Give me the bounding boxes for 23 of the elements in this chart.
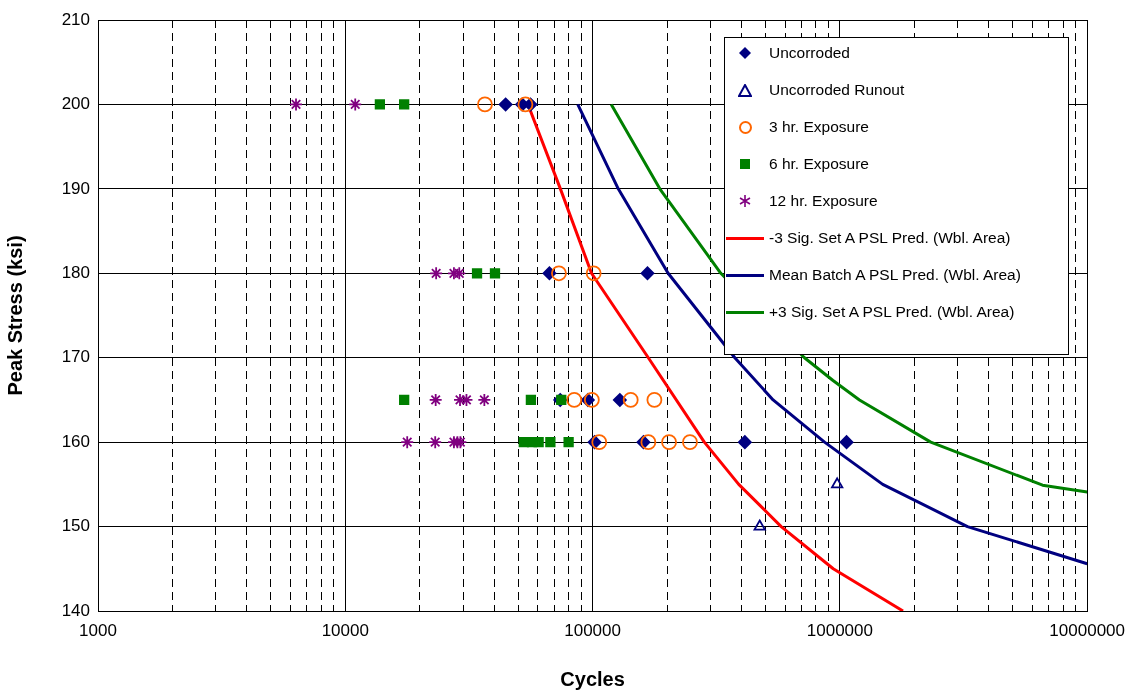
legend-label: 12 hr. Exposure: [768, 192, 878, 210]
legend-label: Mean Batch A PSL Pred. (Wbl. Area): [768, 266, 1021, 284]
legend-label: Uncorroded: [768, 44, 850, 62]
y-tick-label: 150: [61, 516, 90, 536]
legend-label: 6 hr. Exposure: [768, 155, 869, 173]
legend-label: 3 hr. Exposure: [768, 118, 869, 136]
y-axis-title: Peak Stress (ksi): [3, 235, 26, 396]
y-tick-label: 190: [61, 178, 90, 198]
y-tick-label: 210: [61, 9, 90, 29]
legend-label: +3 Sig. Set A PSL Pred. (Wbl. Area): [768, 303, 1015, 321]
y-tick-label: 140: [61, 600, 90, 620]
x-tick-label: 100000: [564, 620, 621, 640]
x-tick-label: 10000000: [1049, 620, 1125, 640]
legend-label: Uncorroded Runout: [768, 81, 905, 99]
y-tick-label: 160: [61, 431, 90, 451]
x-axis-title: Cycles: [560, 667, 625, 690]
x-tick-label: 10000: [321, 620, 369, 640]
x-tick-label: 1000000: [806, 620, 873, 640]
y-tick-label: 170: [61, 347, 90, 367]
x-tick-label: 1000: [79, 620, 117, 640]
y-tick-label: 180: [61, 262, 90, 282]
y-tick-label: 200: [61, 94, 90, 114]
legend-label: -3 Sig. Set A PSL Pred. (Wbl. Area): [768, 229, 1011, 247]
